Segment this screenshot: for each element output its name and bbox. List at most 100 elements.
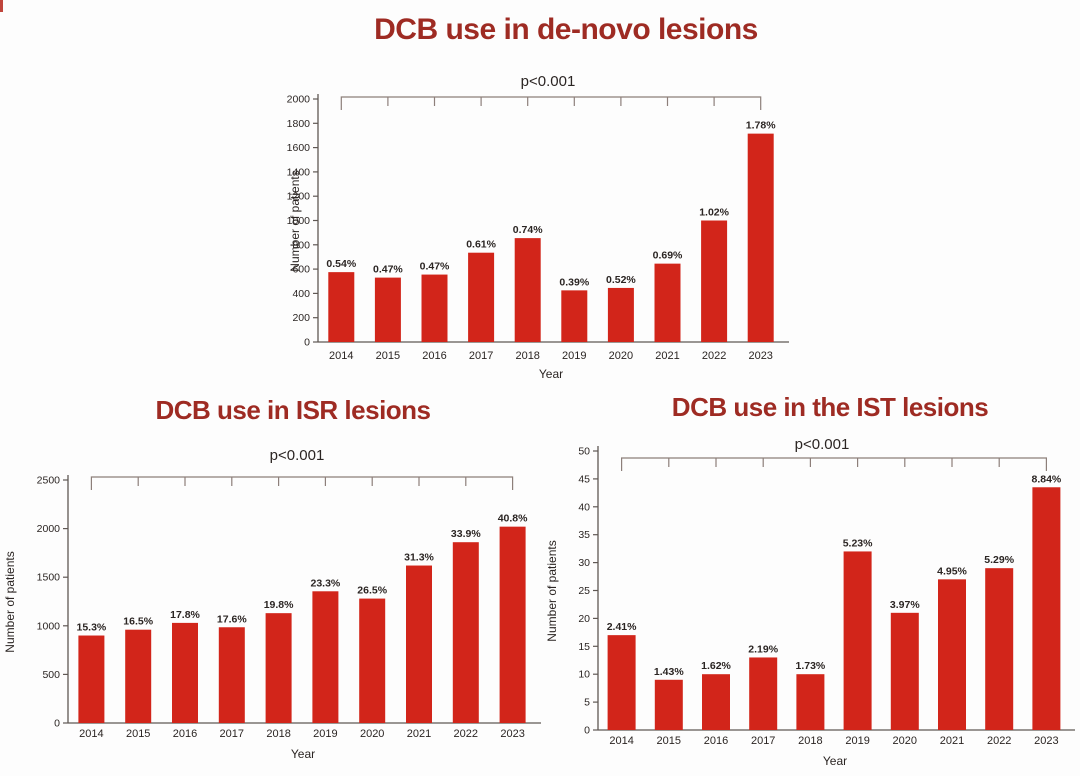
plot-area: 0 500 1000 1500 2000 2500 15.3% 2014 16.5% 2015 17…: [37, 475, 541, 740]
y-tick-label: 800: [292, 239, 310, 251]
x-tick-label: 2017: [469, 350, 493, 362]
bar-value-label: 0.69%: [653, 250, 683, 262]
x-tick-label: 2021: [407, 728, 431, 740]
p-value-label: p<0.001: [270, 447, 325, 464]
bar: [499, 526, 526, 723]
y-tick-label: 1800: [287, 118, 311, 130]
y-tick-label: 200: [292, 312, 310, 324]
bar: [406, 565, 432, 723]
x-tick-label: 2015: [657, 735, 681, 747]
bar: [749, 657, 778, 730]
x-axis-label: Year: [539, 367, 563, 381]
bar-value-label: 1.78%: [746, 120, 776, 132]
y-tick-label: 5: [584, 697, 590, 709]
bar: [561, 290, 588, 342]
bar-value-label: 17.6%: [217, 613, 247, 625]
chart-title: DCB use in ISR lesions: [155, 395, 430, 425]
x-tick-label: 2023: [1034, 735, 1058, 747]
bar: [125, 629, 152, 723]
plot-area: 0 200 400 600 800 1000 1200 1400 1600 1800 2000 0.5…: [287, 94, 789, 362]
bar: [328, 272, 355, 342]
bar: [985, 568, 1014, 730]
y-tick-label: 0: [304, 337, 310, 349]
bar-value-label: 31.3%: [404, 552, 434, 564]
bar: [654, 679, 683, 730]
bar: [701, 220, 728, 342]
y-tick-label: 0: [54, 718, 60, 730]
chart-denovo-lesions: DCB use in de-novo lesions p<0.001 Numbe…: [287, 13, 789, 381]
x-tick-label: 2018: [798, 735, 822, 747]
x-tick-label: 2022: [454, 728, 478, 740]
bar: [359, 598, 386, 723]
y-tick-label: 400: [292, 288, 310, 300]
chart-title: DCB use in de-novo lesions: [374, 13, 758, 46]
bar: [938, 579, 966, 730]
bar-value-label: 15.3%: [77, 622, 107, 634]
bar-value-label: 19.8%: [264, 599, 294, 611]
y-axis-label: Number of patients: [545, 540, 559, 641]
bar-value-label: 5.23%: [843, 537, 873, 549]
bar: [514, 238, 541, 342]
y-tick-label: 600: [292, 264, 310, 276]
bar-value-label: 0.61%: [466, 239, 496, 251]
x-tick-label: 2017: [220, 728, 244, 740]
bar-value-label: 16.5%: [123, 616, 153, 628]
y-tick-label: 1200: [287, 191, 311, 203]
bar: [78, 635, 105, 723]
bar-value-label: 1.43%: [654, 666, 684, 678]
bar-value-label: 4.95%: [937, 565, 967, 577]
y-tick-label: 50: [578, 446, 590, 458]
bar: [607, 635, 636, 730]
x-tick-label: 2018: [266, 728, 290, 740]
chart-isr-lesions: DCB use in ISR lesions p<0.001 Number of…: [3, 395, 541, 761]
bar-value-label: 17.8%: [170, 609, 200, 621]
x-tick-label: 2020: [893, 735, 917, 747]
x-tick-label: 2021: [655, 350, 679, 362]
y-axis-label: Number of patients: [3, 551, 17, 652]
bar-value-label: 3.97%: [890, 599, 920, 611]
x-tick-label: 2023: [500, 728, 524, 740]
y-tick-label: 1500: [37, 572, 61, 584]
bar: [796, 674, 825, 730]
x-tick-label: 2018: [515, 350, 539, 362]
bar-value-label: 0.52%: [606, 274, 636, 286]
bar-value-label: 0.74%: [513, 224, 543, 236]
bar-value-label: 2.19%: [748, 643, 778, 655]
bar-value-label: 0.47%: [373, 264, 403, 276]
bar: [218, 627, 245, 723]
y-tick-label: 0: [584, 725, 590, 737]
bar: [890, 612, 919, 730]
y-tick-label: 15: [578, 641, 590, 653]
x-tick-label: 2015: [126, 728, 150, 740]
x-axis-label: Year: [291, 747, 315, 761]
bar-value-label: 1.02%: [699, 207, 729, 219]
bar: [607, 287, 634, 342]
y-tick-label: 1400: [287, 166, 311, 178]
bar-value-label: 5.29%: [984, 554, 1014, 566]
x-tick-label: 2022: [702, 350, 726, 362]
bar-value-label: 26.5%: [357, 585, 387, 597]
y-tick-label: 2000: [287, 94, 311, 106]
chart-ist-lesions: DCB use in the IST lesions p<0.001 Numbe…: [545, 392, 1075, 768]
bar-value-label: 1.73%: [796, 660, 826, 672]
plot-area: 0 5 10 15 20 25 30 35 40 45 50 2.41% 2014 1.43% 2015 1.…: [578, 446, 1075, 747]
bar: [654, 263, 681, 342]
chart-title: DCB use in the IST lesions: [672, 392, 988, 422]
x-tick-label: 2015: [376, 350, 400, 362]
bar: [374, 277, 401, 342]
significance-bracket: [340, 96, 762, 110]
y-tick-label: 1000: [37, 620, 61, 632]
y-tick-label: 25: [578, 585, 590, 597]
x-tick-label: 2014: [609, 735, 633, 747]
bar-value-label: 40.8%: [498, 513, 528, 525]
y-tick-label: 1000: [287, 215, 311, 227]
bar: [265, 613, 292, 723]
significance-bracket: [621, 457, 1047, 471]
bar-value-label: 23.3%: [311, 577, 341, 589]
x-tick-label: 2020: [360, 728, 384, 740]
bar: [843, 551, 872, 730]
y-tick-label: 40: [578, 501, 590, 513]
bar-value-label: 0.54%: [326, 258, 356, 270]
x-tick-label: 2016: [173, 728, 197, 740]
